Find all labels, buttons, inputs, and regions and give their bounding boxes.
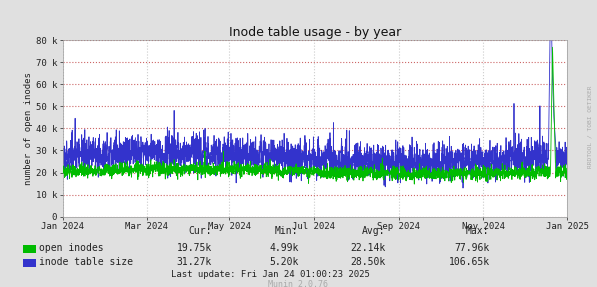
Text: Min:: Min:	[275, 226, 298, 236]
Title: Inode table usage - by year: Inode table usage - by year	[229, 26, 401, 39]
Text: 28.50k: 28.50k	[350, 257, 385, 267]
Text: Avg:: Avg:	[362, 226, 385, 236]
Text: 106.65k: 106.65k	[448, 257, 490, 267]
Text: RRDTOOL / TOBI OETIKER: RRDTOOL / TOBI OETIKER	[587, 85, 592, 168]
Text: Cur:: Cur:	[189, 226, 212, 236]
Text: 5.20k: 5.20k	[269, 257, 298, 267]
Text: Max:: Max:	[466, 226, 490, 236]
Y-axis label: number of open inodes: number of open inodes	[24, 72, 33, 185]
Text: inode table size: inode table size	[39, 257, 133, 267]
Text: Munin 2.0.76: Munin 2.0.76	[269, 280, 328, 287]
Text: 77.96k: 77.96k	[454, 243, 490, 253]
Text: open inodes: open inodes	[39, 243, 103, 253]
Text: 22.14k: 22.14k	[350, 243, 385, 253]
Text: Last update: Fri Jan 24 01:00:23 2025: Last update: Fri Jan 24 01:00:23 2025	[171, 270, 370, 280]
Text: 19.75k: 19.75k	[177, 243, 212, 253]
Text: 31.27k: 31.27k	[177, 257, 212, 267]
Text: 4.99k: 4.99k	[269, 243, 298, 253]
